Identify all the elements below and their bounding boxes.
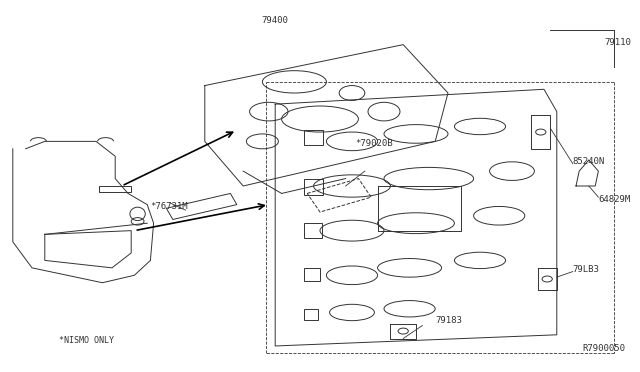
Bar [304, 268, 320, 281]
Text: *NISMO ONLY: *NISMO ONLY [59, 336, 114, 345]
Bar [304, 309, 318, 320]
Text: 79400: 79400 [262, 16, 289, 25]
Text: *79020B: *79020B [355, 139, 393, 148]
Text: 85240N: 85240N [573, 157, 605, 166]
Bar [99, 186, 131, 192]
Text: R7900050: R7900050 [582, 344, 625, 353]
Text: 79LB3: 79LB3 [573, 265, 600, 274]
Text: *76731M: *76731M [150, 202, 188, 211]
Bar [304, 130, 323, 145]
Bar [304, 223, 322, 238]
Text: 79183: 79183 [435, 316, 462, 325]
Bar [304, 179, 323, 195]
Text: 64829M: 64829M [598, 195, 630, 203]
Text: 79110: 79110 [605, 38, 632, 47]
